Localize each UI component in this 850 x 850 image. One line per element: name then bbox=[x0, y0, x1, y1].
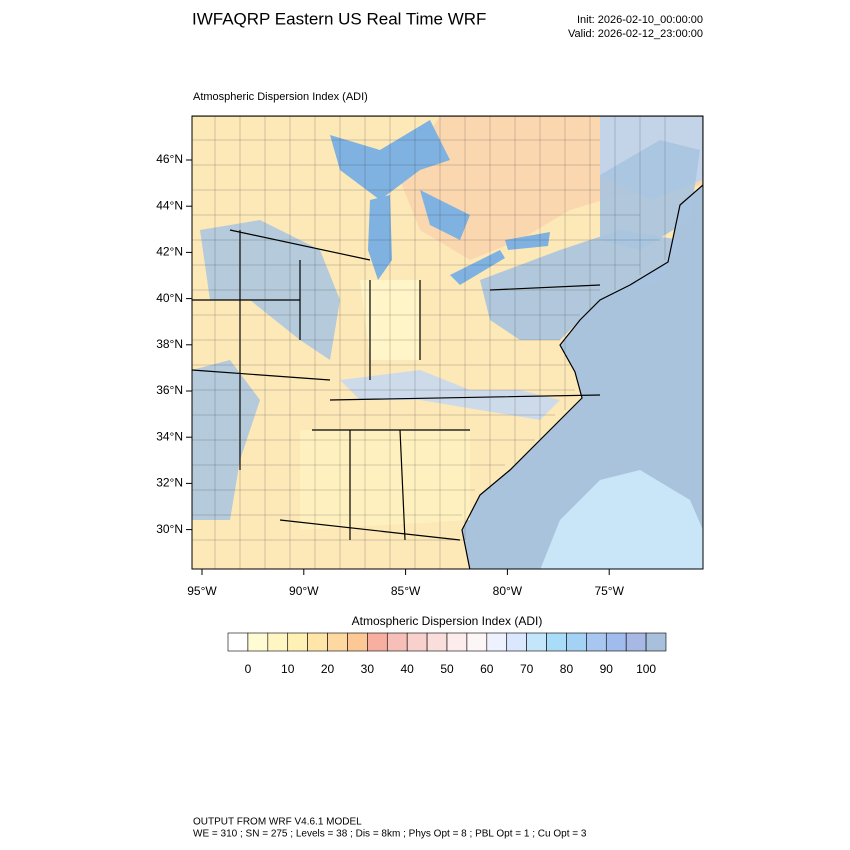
colorbar-label: 70 bbox=[520, 662, 534, 676]
lat-label: 32°N bbox=[156, 476, 183, 490]
lat-label: 34°N bbox=[156, 429, 183, 443]
lat-label: 36°N bbox=[156, 383, 183, 397]
colorbar-box bbox=[625, 632, 647, 652]
map-axes: 46°N 44°N 42°N 40°N 38°N 36°N 34°N 32°N 30°N 95°W… bbox=[156, 152, 624, 598]
footer-line: OUTPUT FROM WRF V4.6.1 MODEL bbox=[193, 817, 362, 828]
lake-ontario bbox=[505, 232, 550, 250]
colorbar-label: 90 bbox=[600, 662, 614, 676]
colorbar-box bbox=[446, 632, 468, 652]
colorbar-box bbox=[526, 632, 547, 652]
lat-label: 30°N bbox=[156, 522, 183, 536]
colorbar-box bbox=[406, 632, 428, 652]
colorbar-box bbox=[347, 632, 368, 652]
colorbar-label: 60 bbox=[480, 662, 494, 676]
lon-label: 90°W bbox=[289, 584, 319, 598]
lat-label: 44°N bbox=[156, 198, 183, 212]
colorbar-box bbox=[267, 632, 289, 652]
colorbar: 0 10 20 30 40 50 60 70 80 90 100 bbox=[227, 632, 667, 676]
colorbar-box bbox=[645, 632, 667, 652]
blue-patch-northeast bbox=[480, 230, 680, 340]
colorbar-box bbox=[426, 632, 448, 652]
valid-time: Valid: 2026-02-12_23:00:00 bbox=[568, 28, 703, 40]
county-lines bbox=[192, 116, 666, 569]
footer-line: WE = 310 ; SN = 275 ; Levels = 38 ; Dis … bbox=[193, 829, 587, 840]
lake-michigan bbox=[368, 195, 392, 280]
colorbar-box bbox=[307, 632, 328, 652]
colorbar-box bbox=[367, 632, 388, 652]
colorbar-title: Atmospheric Dispersion Index (ADI) bbox=[352, 614, 543, 628]
colorbar-box bbox=[586, 632, 607, 652]
lon-label: 85°W bbox=[391, 584, 421, 598]
colorbar-label: 80 bbox=[560, 662, 574, 676]
lake-erie bbox=[450, 250, 505, 285]
ocean-shelf bbox=[540, 470, 703, 569]
colorbar-box bbox=[605, 632, 627, 652]
lat-label: 42°N bbox=[156, 245, 183, 259]
page-title: IWFAQRP Eastern US Real Time WRF bbox=[192, 9, 486, 28]
blue-patch-newengland bbox=[600, 140, 700, 250]
lon-label: 80°W bbox=[493, 584, 523, 598]
colorbar-label: 30 bbox=[361, 662, 375, 676]
blue-patch-band bbox=[340, 370, 560, 420]
colorbar-box bbox=[566, 632, 587, 652]
colorbar-label: 50 bbox=[440, 662, 454, 676]
map-title: Atmospheric Dispersion Index (ADI) bbox=[193, 91, 368, 103]
colorbar-box bbox=[327, 632, 348, 652]
lon-label: 95°W bbox=[187, 584, 217, 598]
colorbar-label: 20 bbox=[321, 662, 335, 676]
colorbar-box bbox=[486, 632, 508, 652]
lat-label: 46°N bbox=[156, 152, 183, 166]
colorbar-box bbox=[386, 632, 408, 652]
colorbar-label: 100 bbox=[636, 662, 656, 676]
lat-label: 38°N bbox=[156, 337, 183, 351]
colorbar-label: 10 bbox=[281, 662, 295, 676]
lat-label: 40°N bbox=[156, 291, 183, 305]
colorbar-box bbox=[247, 632, 269, 652]
map bbox=[191, 115, 704, 570]
init-time: Init: 2026-02-10_00:00:00 bbox=[577, 14, 703, 26]
colorbar-box bbox=[506, 632, 527, 652]
colorbar-label: 40 bbox=[401, 662, 415, 676]
map-frame bbox=[191, 115, 704, 570]
lon-label: 75°W bbox=[594, 584, 624, 598]
colorbar-label: 0 bbox=[245, 662, 252, 676]
colorbar-box bbox=[287, 632, 308, 652]
coastline bbox=[192, 116, 703, 569]
colorbar-box bbox=[227, 632, 249, 652]
yellow-patch-south bbox=[300, 430, 470, 530]
colorbar-box bbox=[546, 632, 567, 652]
colorbar-box bbox=[466, 632, 488, 652]
